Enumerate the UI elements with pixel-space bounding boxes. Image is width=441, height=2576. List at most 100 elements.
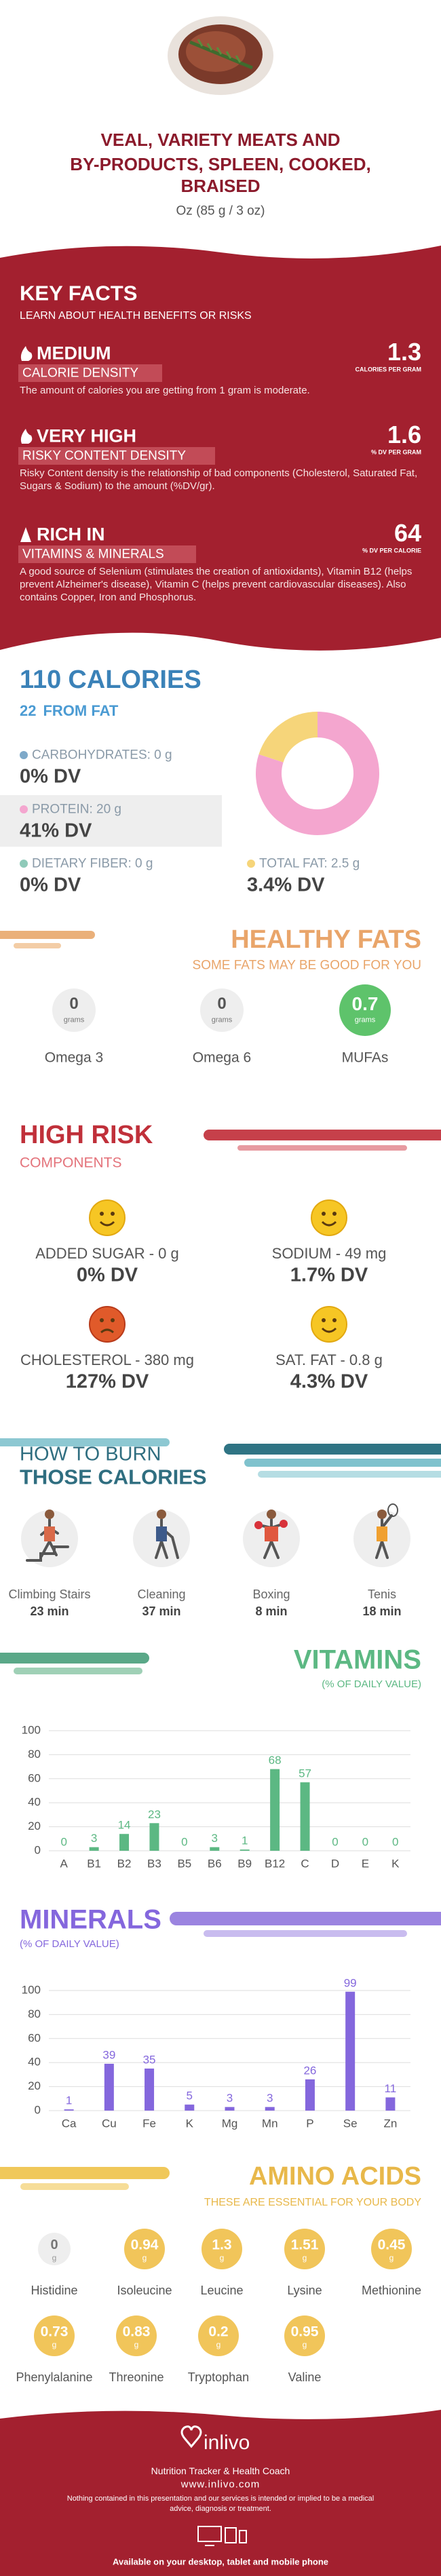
emoji-eye bbox=[332, 1212, 337, 1216]
risk-emoji bbox=[311, 1199, 347, 1236]
activity-name: Cleaning bbox=[137, 1588, 186, 1601]
bar bbox=[270, 1769, 280, 1851]
amino-circle bbox=[116, 2315, 157, 2356]
amino-circle bbox=[124, 2229, 165, 2269]
y-tick-label: 40 bbox=[28, 1796, 41, 1809]
emoji-mouth bbox=[99, 1220, 115, 1227]
amino-name: Leucine bbox=[200, 2284, 244, 2297]
calories-title: 110 CALORIES bbox=[20, 667, 202, 693]
section-subtitle: LEARN ABOUT HEALTH BENEFITS OR RISKS bbox=[20, 310, 252, 322]
risk-label: SODIUM - 49 mg bbox=[271, 1245, 387, 1262]
fat-calories-value: 22 bbox=[20, 702, 37, 719]
amino-value: 0.45 bbox=[377, 2237, 406, 2253]
emoji-eye bbox=[322, 1318, 326, 1322]
x-tick-label: B1 bbox=[87, 1857, 101, 1870]
fact-unit: % DV PER CALORIE bbox=[362, 547, 421, 554]
x-tick-label: B5 bbox=[177, 1857, 191, 1870]
activity-time: 37 min bbox=[142, 1604, 181, 1618]
amino-value: 0 bbox=[50, 2237, 58, 2252]
bar bbox=[89, 1847, 99, 1851]
amino-unit: g bbox=[219, 2253, 225, 2263]
amino-unit: g bbox=[52, 2340, 57, 2349]
fat-name: MUFAs bbox=[341, 1050, 389, 1066]
risk-dv: 127% DV bbox=[65, 1370, 149, 1393]
title-line: BRAISED bbox=[180, 176, 261, 196]
bar bbox=[385, 2097, 396, 2111]
minerals-stripes bbox=[170, 1912, 441, 1937]
amino-name: Methionine bbox=[361, 2284, 422, 2297]
x-tick-label: Se bbox=[343, 2117, 358, 2130]
emoji-eye bbox=[111, 1212, 115, 1216]
device-icons bbox=[197, 2526, 247, 2546]
bar-value-label: 26 bbox=[303, 2064, 316, 2077]
bar bbox=[300, 1782, 310, 1851]
bar bbox=[145, 2069, 155, 2111]
fat-calories: 22 FROM FAT bbox=[20, 704, 118, 718]
x-tick-label: B9 bbox=[237, 1857, 252, 1870]
bar bbox=[265, 2107, 275, 2111]
bar-value-label: 35 bbox=[143, 2054, 156, 2066]
x-tick-label: D bbox=[331, 1857, 339, 1870]
x-tick-label: Fe bbox=[142, 2117, 156, 2130]
risk-stripes bbox=[204, 1130, 441, 1151]
bar-value-label: 0 bbox=[362, 1835, 368, 1848]
risk-emoji bbox=[311, 1306, 347, 1343]
fact-text: Risky Content density is the relationshi… bbox=[20, 467, 418, 492]
section-title: THOSE CALORIES bbox=[20, 1465, 207, 1489]
bar-value-label: 0 bbox=[181, 1835, 187, 1848]
fact-level: MEDIUM bbox=[37, 343, 111, 364]
amino-unit: g bbox=[389, 2253, 394, 2263]
nutrient-dv: 0% DV bbox=[20, 874, 81, 896]
bar-value-label: 0 bbox=[332, 1835, 338, 1848]
bar bbox=[104, 2063, 114, 2111]
x-tick-label: B3 bbox=[147, 1857, 161, 1870]
url: www.inlivo.com bbox=[180, 2478, 261, 2491]
bar-value-label: 3 bbox=[267, 2092, 273, 2104]
y-tick-label: 60 bbox=[28, 1771, 41, 1784]
title-line: VEAL, VARIETY MEATS AND bbox=[100, 130, 341, 150]
amino-circle bbox=[198, 2315, 239, 2356]
amino-name: Valine bbox=[288, 2370, 322, 2384]
activity-time: 23 min bbox=[30, 1604, 69, 1618]
amino-circle bbox=[371, 2229, 412, 2269]
fat-value: 0.7 bbox=[351, 993, 379, 1014]
amino-value: 0.95 bbox=[290, 2324, 319, 2340]
amino-name: Histidine bbox=[31, 2284, 78, 2297]
nutrient-label: TOTAL FAT: 2.5 g bbox=[259, 856, 360, 871]
activity-time: 18 min bbox=[362, 1604, 402, 1618]
nutrient-label: DIETARY FIBER: 0 g bbox=[32, 856, 153, 871]
amino-name: Lysine bbox=[287, 2284, 322, 2297]
fats-stripes bbox=[0, 931, 95, 948]
y-tick-label: 40 bbox=[28, 2056, 41, 2069]
amino-value: 1.51 bbox=[290, 2237, 319, 2253]
donut-protein bbox=[256, 712, 379, 835]
nutrient-dot bbox=[20, 805, 28, 813]
emoji-eye bbox=[100, 1318, 104, 1322]
y-tick-label: 20 bbox=[28, 2079, 41, 2092]
section-subtitle: THESE ARE ESSENTIAL FOR YOUR BODY bbox=[204, 2197, 421, 2208]
fact-unit: % DV PER GRAM bbox=[370, 448, 421, 456]
amino-unit: g bbox=[302, 2253, 307, 2263]
x-tick-label: B6 bbox=[208, 1857, 222, 1870]
burn-stripes bbox=[0, 1438, 441, 1478]
protein-band bbox=[0, 795, 222, 847]
amino-stripes bbox=[0, 2167, 170, 2190]
label-bands bbox=[18, 364, 215, 563]
activity-name: Tenis bbox=[367, 1588, 397, 1601]
title-line: BY-PRODUCTS, SPLEEN, COOKED, bbox=[70, 154, 371, 174]
risk-dv: 0% DV bbox=[76, 1264, 138, 1286]
brand-logo bbox=[180, 2425, 202, 2448]
fact-unit: CALORIES PER GRAM bbox=[355, 366, 421, 373]
amino-name: Threonine bbox=[109, 2370, 164, 2384]
brand: inlivo bbox=[204, 2431, 250, 2454]
risk-emoji bbox=[89, 1306, 126, 1343]
nutrient-dv: 0% DV bbox=[20, 765, 81, 788]
bar bbox=[239, 1849, 250, 1851]
section-title: KEY FACTS bbox=[20, 281, 138, 305]
calories-value: 110 bbox=[20, 666, 62, 694]
chart-title: VITAMINS bbox=[294, 1645, 421, 1675]
y-tick-label: 100 bbox=[22, 1723, 41, 1736]
x-tick-label: B12 bbox=[265, 1857, 285, 1870]
x-tick-label: P bbox=[306, 2117, 313, 2130]
